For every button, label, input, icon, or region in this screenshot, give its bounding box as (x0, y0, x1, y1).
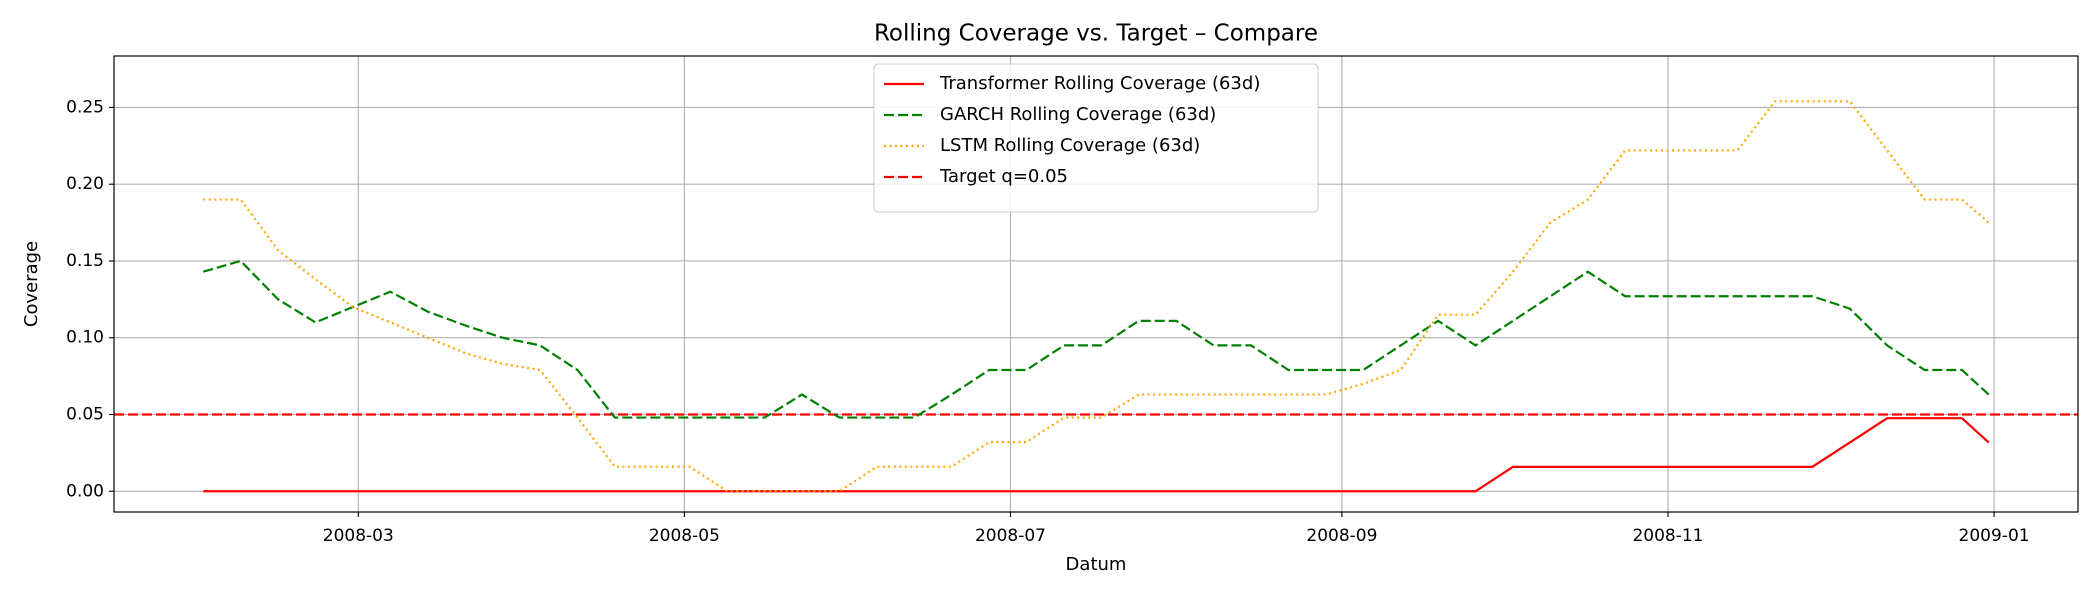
x-tick-label: 2008-11 (1632, 526, 1703, 546)
legend-label: LSTM Rolling Coverage (63d) (940, 135, 1200, 156)
y-tick-label: 0.20 (66, 174, 104, 194)
plot-frame (113, 55, 2079, 513)
series-line (202, 259, 1990, 419)
x-tick-label: 2008-07 (975, 526, 1046, 546)
y-tick-label: 0.10 (66, 328, 104, 348)
legend-label: Target q=0.05 (939, 166, 1068, 187)
y-axis-label: Coverage (21, 241, 42, 327)
legend-label: Transformer Rolling Coverage (63d) (939, 73, 1260, 94)
y-tick-label: 0.15 (66, 251, 104, 271)
chart-title: Rolling Coverage vs. Target – Compare (874, 21, 1318, 47)
y-tick-label: 0.25 (66, 97, 104, 117)
x-tick-label: 2008-05 (649, 526, 720, 546)
series-line (203, 417, 1990, 493)
x-axis-label: Datum (1066, 554, 1127, 575)
legend-box (873, 63, 1319, 213)
x-tick-label: 2008-09 (1306, 526, 1377, 546)
legend-label: GARCH Rolling Coverage (63d) (940, 104, 1216, 125)
x-tick-label: 2009-01 (1959, 526, 2030, 546)
x-tick-label: 2008-03 (323, 526, 394, 546)
y-tick-label: 0.00 (66, 481, 104, 501)
series-line (203, 100, 1990, 493)
legend: Transformer Rolling Coverage (63d) GARCH … (873, 63, 1319, 213)
y-tick-label: 0.05 (66, 405, 104, 425)
